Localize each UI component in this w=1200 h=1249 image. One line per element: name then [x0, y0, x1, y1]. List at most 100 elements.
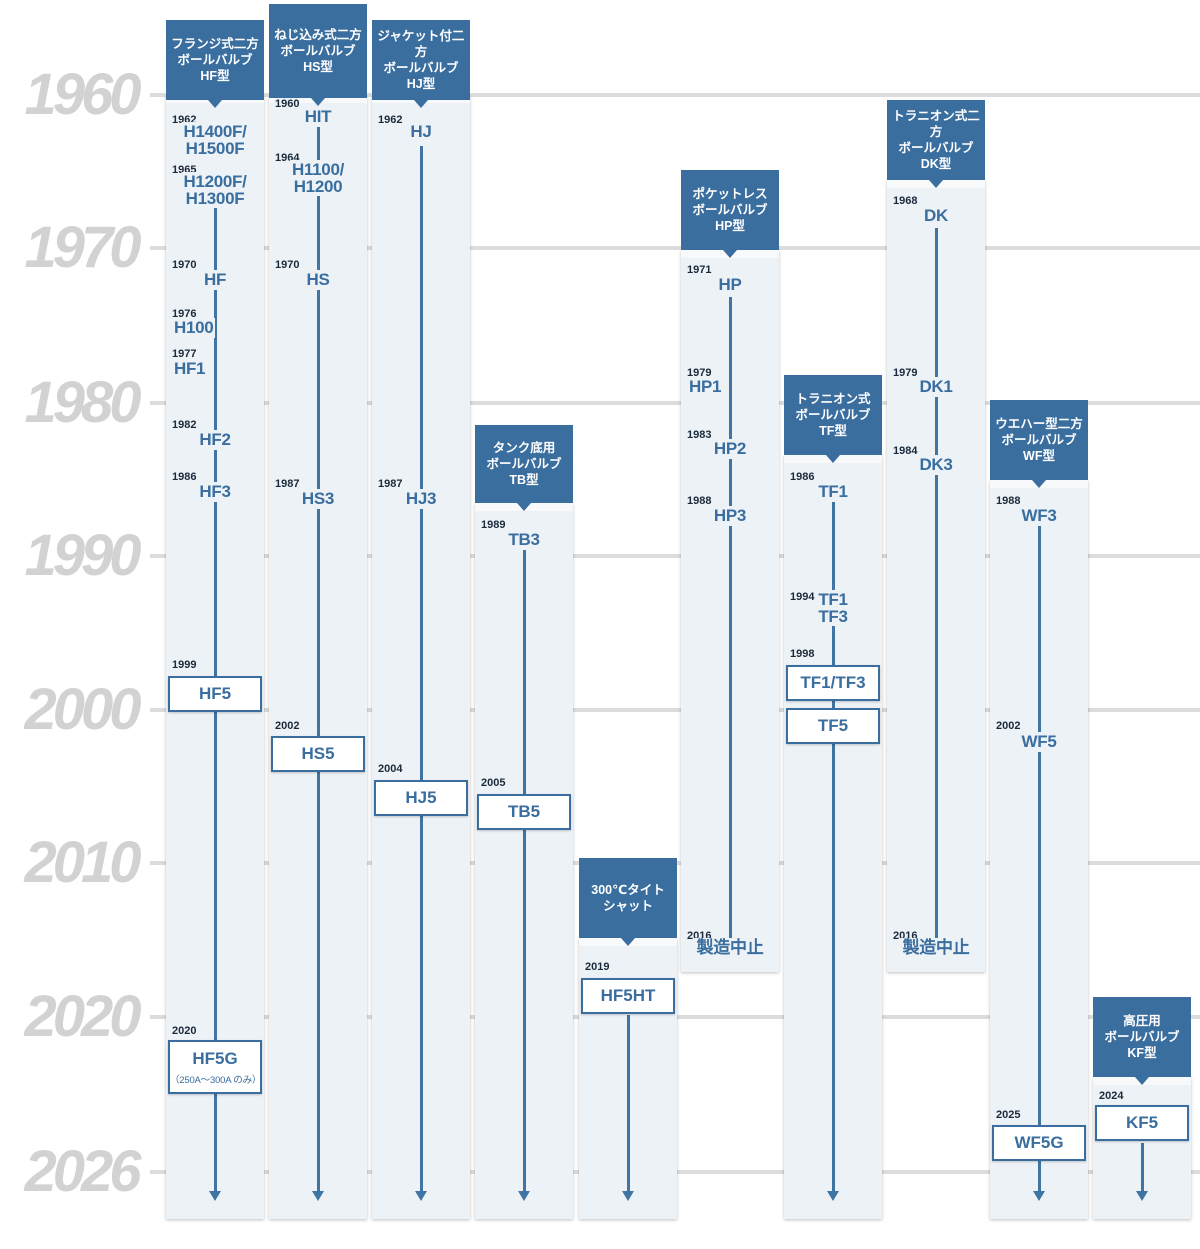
model-label: HF1	[172, 359, 208, 379]
header-line: WF型	[1023, 449, 1055, 463]
event-year: 2019	[584, 961, 611, 974]
model-note: （250A～300A のみ）	[170, 1074, 262, 1086]
gridline-1980	[150, 401, 1200, 405]
event-year: 1962	[377, 114, 404, 127]
column-header-wf: ウエハー型二方 ボールバルブ WF型	[990, 400, 1088, 488]
model-box-kf5: KF5	[1095, 1105, 1189, 1141]
header-line: DK型	[920, 157, 952, 171]
model-label: DK	[922, 206, 950, 226]
model-box-hf5g: HF5G （250A～300A のみ）	[168, 1040, 262, 1094]
model-label: HF3	[197, 482, 233, 502]
model-label: HIT	[302, 107, 334, 127]
model-label: H1100/ H1200	[289, 160, 347, 196]
timeline-line-tf	[831, 497, 835, 1193]
event-year: 2024	[1098, 1090, 1125, 1103]
column-header-ht: 300℃タイト シャット	[579, 858, 677, 946]
event-year: 1970	[171, 259, 198, 272]
timeline-line-hj	[419, 146, 423, 1193]
model-box-wf5g: WF5G	[992, 1125, 1086, 1161]
model-box-hf5: HF5	[168, 676, 262, 712]
model-label: WF3	[1019, 506, 1059, 526]
model-name: TF5	[817, 716, 849, 735]
year-axis-label-2010: 2010	[24, 830, 141, 895]
discontinued-label: 製造中止	[900, 938, 972, 958]
gridline-1970	[150, 246, 1200, 250]
header-line: HJ型	[406, 77, 436, 91]
model-name: KF5	[1125, 1113, 1159, 1132]
event-year: 1988	[686, 495, 713, 508]
event-year: 1998	[789, 648, 816, 661]
header-line: ジャケット付二方	[377, 29, 465, 59]
arrowhead-hf	[209, 1191, 221, 1201]
event-year: 2025	[995, 1109, 1022, 1122]
header-line: HF型	[200, 69, 230, 83]
header-line: トラニオン式	[795, 392, 871, 406]
event-year: 1986	[171, 471, 198, 484]
event-year: 1999	[171, 659, 198, 672]
header-line: ウエハー型二方	[995, 417, 1083, 431]
event-year: 1994	[789, 591, 816, 604]
year-axis-label-1980: 1980	[24, 370, 141, 435]
header-line: KF型	[1127, 1046, 1157, 1060]
model-label: TB3	[506, 530, 542, 550]
event-year: 2002	[274, 720, 301, 733]
header-line: 高圧用	[1123, 1014, 1161, 1028]
column-header-hp: ポケットレス ボールバルブ HP型	[681, 170, 779, 258]
model-box-tf5: TF5	[786, 708, 880, 744]
column-header-kf: 高圧用ボールバルブ KF型	[1093, 997, 1191, 1085]
model-label: DK1	[917, 377, 955, 397]
column-header-hs: ねじ込み式二方 ボールバルブ HS型	[269, 4, 367, 106]
header-line: TF型	[819, 424, 847, 438]
event-year: 1979	[892, 367, 919, 380]
model-name: WF5G	[1014, 1133, 1064, 1152]
timeline-line-tb	[522, 548, 526, 1193]
year-axis-label-1960: 1960	[24, 62, 141, 127]
model-label: HP3	[711, 506, 749, 526]
model-box-tf1-tf3: TF1/TF3	[786, 665, 880, 701]
model-label: H1400F/ H1500F	[181, 122, 249, 158]
event-year: 1988	[995, 495, 1022, 508]
header-line: ボールバルブ	[692, 203, 768, 217]
timeline-line-wf	[1037, 525, 1041, 1193]
header-line: ボールバルブ	[1001, 433, 1077, 447]
header-line: ボールバルブ	[898, 141, 974, 155]
model-label: WF5	[1019, 732, 1059, 752]
event-year: 2020	[171, 1025, 198, 1038]
arrowhead-ht	[622, 1191, 634, 1201]
model-label: HP2	[711, 439, 749, 459]
column-header-tb: タンク底用 ボールバルブ TB型	[475, 425, 573, 511]
event-year: 1987	[274, 478, 301, 491]
year-axis-label-2026: 2026	[24, 1139, 141, 1204]
event-year: 1987	[377, 478, 404, 491]
header-line: 300℃タイト	[591, 883, 665, 897]
model-label: DK3	[917, 455, 955, 475]
timeline-line-dk	[934, 228, 938, 942]
model-name: TB5	[507, 802, 541, 821]
model-name: TF1/TF3	[800, 673, 866, 692]
model-label: TF1	[816, 482, 850, 502]
header-line: フランジ式二方	[171, 37, 259, 51]
discontinued-label: 製造中止	[694, 938, 766, 958]
column-header-hf: フランジ式二方 ボールバルブ HF型	[166, 20, 264, 108]
event-year: 1971	[686, 264, 713, 277]
column-header-dk: トラニオン式二方 ボールバルブ DK型	[887, 100, 985, 188]
year-axis-label-2000: 2000	[24, 677, 141, 742]
header-line: タンク底用	[492, 441, 556, 455]
header-line: ボールバルブ	[1104, 1030, 1180, 1044]
arrowhead-wf	[1033, 1191, 1045, 1201]
header-line: ボールバルブ	[280, 44, 356, 58]
model-label: HP1	[687, 377, 724, 397]
model-label: HJ3	[403, 489, 439, 509]
event-year: 1979	[686, 367, 713, 380]
model-name: HF5HT	[600, 986, 656, 1005]
arrowhead-hj	[415, 1191, 427, 1201]
model-name: HF5	[198, 684, 232, 703]
timeline-line-kf	[1140, 1143, 1144, 1193]
model-box-hf5ht: HF5HT	[581, 978, 675, 1014]
model-label: H1200F/ H1300F	[181, 172, 249, 208]
event-year: 1977	[171, 348, 198, 361]
event-year: 2005	[480, 777, 507, 790]
header-line: ねじ込み式二方	[274, 28, 362, 42]
model-label: HF2	[197, 430, 233, 450]
